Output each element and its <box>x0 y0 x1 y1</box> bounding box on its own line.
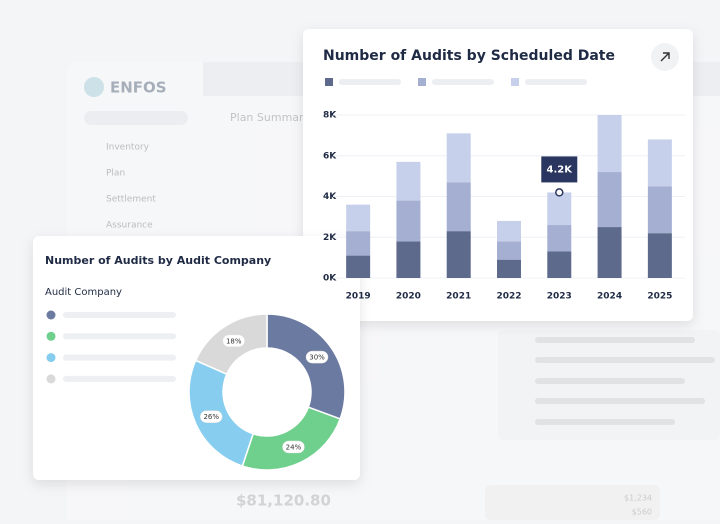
legend-placeholder <box>339 79 401 85</box>
x-tick-label: 2019 <box>346 292 371 302</box>
bar-segment <box>497 259 521 278</box>
legend-placeholder <box>63 333 176 340</box>
amount: $1,234 <box>624 494 652 503</box>
chart-title: Number of Audits by Scheduled Date <box>323 48 615 64</box>
legend-placeholder <box>432 79 494 85</box>
bar-segment <box>396 161 421 201</box>
bar-segment <box>346 204 371 232</box>
bar-segment <box>446 182 471 232</box>
y-tick-label: 0K <box>323 274 337 284</box>
legend-swatch <box>511 78 519 86</box>
bar-segment <box>396 200 421 242</box>
placeholder <box>535 337 695 343</box>
label-pill <box>222 334 245 348</box>
y-tick-label: 2K <box>323 233 337 243</box>
placeholder <box>535 398 705 404</box>
bar-segment <box>497 220 521 242</box>
label-pill <box>305 350 329 364</box>
bar-segment <box>446 231 471 278</box>
legend-placeholder <box>63 312 176 318</box>
menu-item: Inventory <box>106 143 150 153</box>
x-tick-label: 2022 <box>496 292 521 302</box>
bar-segment <box>547 225 572 252</box>
data-label: 24% <box>286 443 302 451</box>
data-label: 30% <box>309 354 325 362</box>
legend-swatch <box>418 78 426 86</box>
x-tick-label: 2021 <box>446 292 471 302</box>
tooltip-text: 4.2K <box>547 164 574 175</box>
data-label: 18% <box>226 337 242 345</box>
bar-segment <box>547 251 572 278</box>
search <box>84 111 188 125</box>
brand: ENFOS <box>110 79 167 97</box>
legend-title: Audit Company <box>45 287 122 298</box>
bar-segment <box>647 186 672 234</box>
x-tick-label: 2020 <box>396 292 421 302</box>
section-title: Plan Summary <box>230 111 311 124</box>
bar-segment <box>497 241 521 260</box>
data-label: 26% <box>203 413 219 421</box>
bar-segment <box>597 172 622 228</box>
y-tick-label: 4K <box>323 192 337 202</box>
legend-dot <box>46 331 56 341</box>
bar-segment <box>647 233 672 278</box>
amount: $560 <box>632 508 652 517</box>
menu-item: Assurance <box>106 221 153 231</box>
bar-segment <box>396 241 421 278</box>
placeholder <box>535 378 685 384</box>
bar-segment <box>647 139 672 187</box>
placeholder <box>535 419 675 425</box>
y-tick-label: 6K <box>323 151 337 161</box>
menu-item: Plan <box>106 169 125 179</box>
placeholder <box>535 357 715 363</box>
legend-dot <box>46 310 56 320</box>
bar-segment <box>346 231 371 256</box>
tooltip-dot <box>555 188 564 197</box>
logo <box>84 77 104 97</box>
expand-icon <box>660 52 670 62</box>
tooltip <box>541 156 578 183</box>
chart-title: Number of Audits by Audit Company <box>45 254 271 267</box>
y-tick-label: 8K <box>323 111 337 121</box>
legend-placeholder <box>525 79 587 85</box>
legend-placeholder <box>63 354 176 361</box>
bar-segment <box>597 115 622 173</box>
total: $81,120.80 <box>236 492 331 510</box>
bar-segment <box>597 227 622 278</box>
label-pill <box>282 440 305 454</box>
legend-placeholder <box>63 375 176 382</box>
x-tick-label: 2023 <box>547 292 572 302</box>
bar-segment <box>346 255 371 278</box>
legend-dot <box>46 374 56 384</box>
x-tick-label: 2024 <box>597 292 622 302</box>
legend-dot <box>46 353 56 363</box>
bar-segment <box>547 192 572 226</box>
bar-segment <box>446 133 471 183</box>
menu-item: Settlement <box>106 195 156 205</box>
panel <box>498 330 720 440</box>
legend-swatch <box>325 78 333 86</box>
donut-slice <box>266 313 346 420</box>
x-tick-label: 2025 <box>647 292 672 302</box>
label-pill <box>199 410 223 423</box>
panel <box>485 485 660 520</box>
